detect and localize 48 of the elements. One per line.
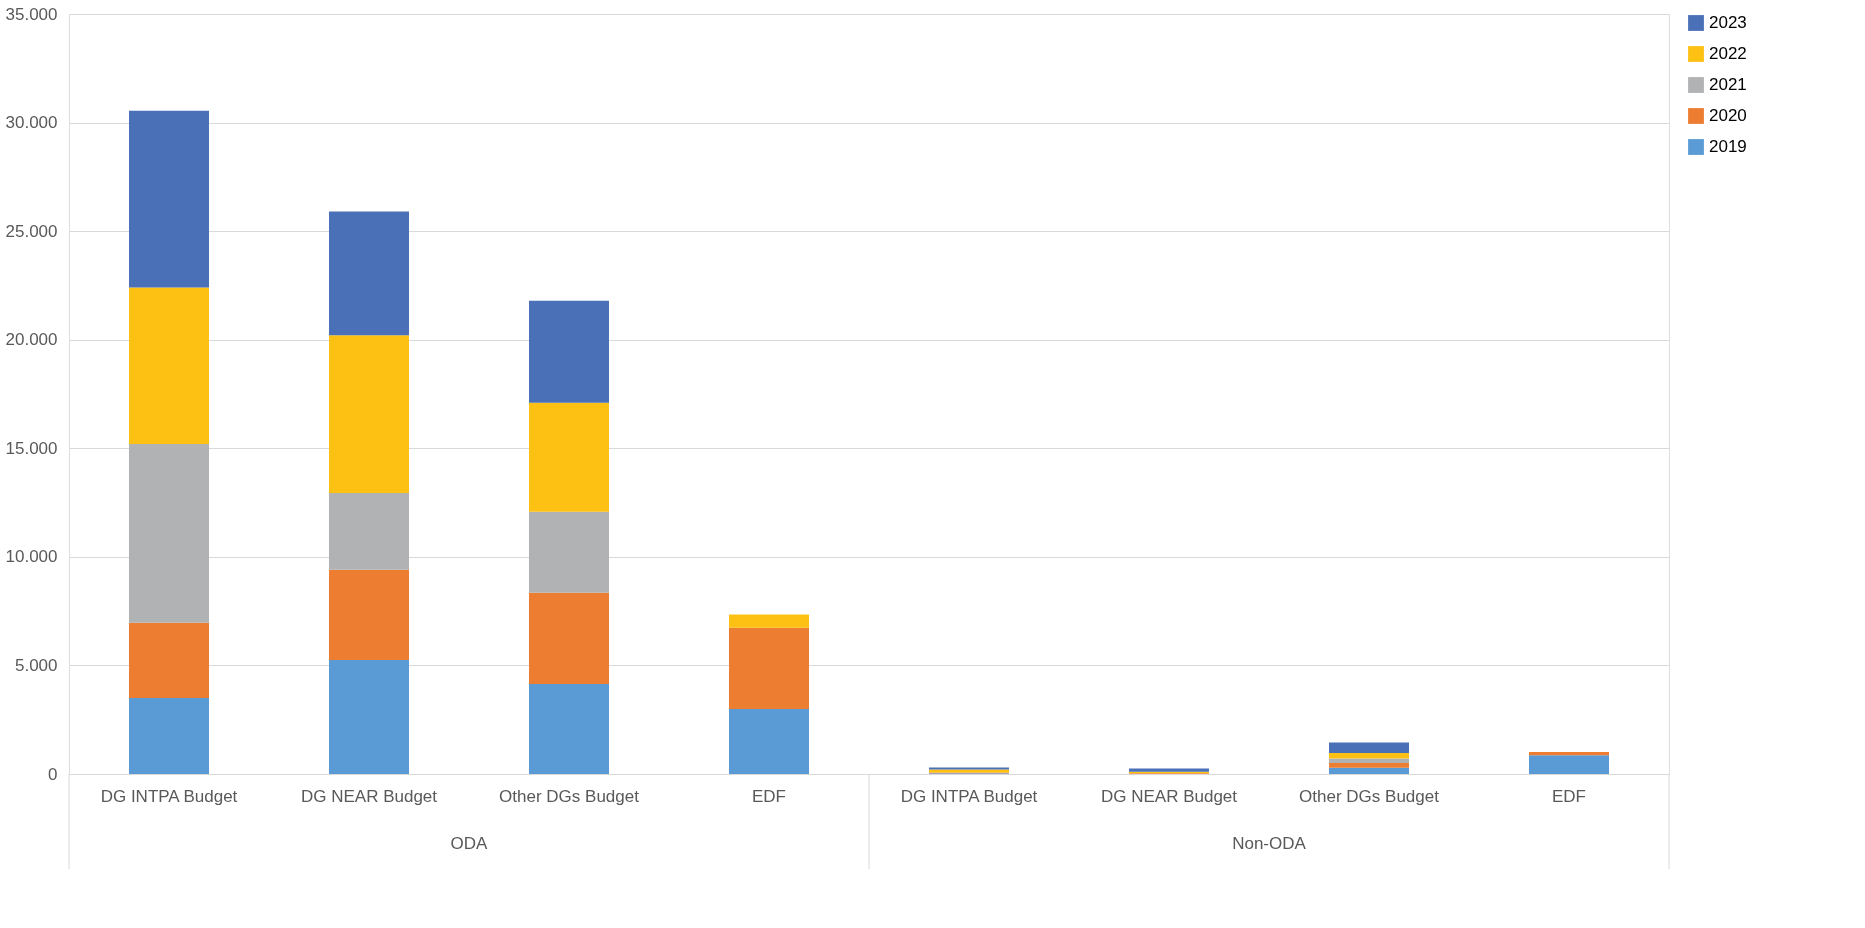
bar [129, 287, 209, 444]
bar [1329, 758, 1409, 763]
legend-label: 2023 [1709, 13, 1747, 32]
bar [1329, 767, 1409, 774]
bar [329, 660, 409, 774]
legend-label: 2021 [1709, 75, 1747, 94]
legend-label: 2019 [1709, 137, 1747, 156]
bar [129, 622, 209, 698]
bar [1329, 762, 1409, 768]
text: ODA [450, 834, 489, 853]
x-tick-label: EDF [1552, 786, 1586, 806]
y-tick-label: 15.000 [5, 438, 58, 458]
y-tick-label: 5.000 [14, 655, 58, 675]
bar [529, 684, 609, 774]
y-tick-label: 20.000 [5, 330, 58, 350]
bar [529, 592, 609, 685]
x-tick-label: Other DGs Budget [499, 786, 640, 806]
bar [129, 698, 209, 774]
y-tick-label: 0 [48, 764, 58, 784]
legend-label: 2022 [1709, 44, 1747, 63]
bar [1529, 755, 1609, 774]
text: Non-ODA [1232, 834, 1307, 853]
bar [329, 493, 409, 570]
x-tick-label: DG INTPA Budget [100, 786, 238, 806]
bar [1329, 742, 1409, 753]
bar [129, 110, 209, 288]
x-tick-label: EDF [752, 786, 786, 806]
bar [529, 402, 609, 512]
x-tick-label: DG INTPA Budget [900, 786, 1038, 806]
x-tick-label: DG NEAR Budget [1100, 786, 1238, 806]
bar [329, 335, 409, 494]
bar [329, 569, 409, 660]
x-tick-label: Other DGs Budget [1299, 786, 1440, 806]
legend-label: 2020 [1709, 106, 1747, 125]
bar [1529, 752, 1609, 756]
bar [529, 300, 609, 403]
y-tick-label: 25.000 [5, 221, 58, 241]
y-tick-label: 10.000 [5, 547, 58, 567]
bar [729, 614, 809, 628]
y-tick-label: 30.000 [5, 113, 58, 133]
x-tick-label: DG NEAR Budget [300, 786, 438, 806]
bar [729, 709, 809, 774]
y-tick-label: 35.000 [5, 4, 58, 24]
bar [1329, 752, 1409, 759]
bar [729, 627, 809, 710]
bar [329, 211, 409, 336]
bar [129, 443, 209, 623]
bar [529, 511, 609, 593]
